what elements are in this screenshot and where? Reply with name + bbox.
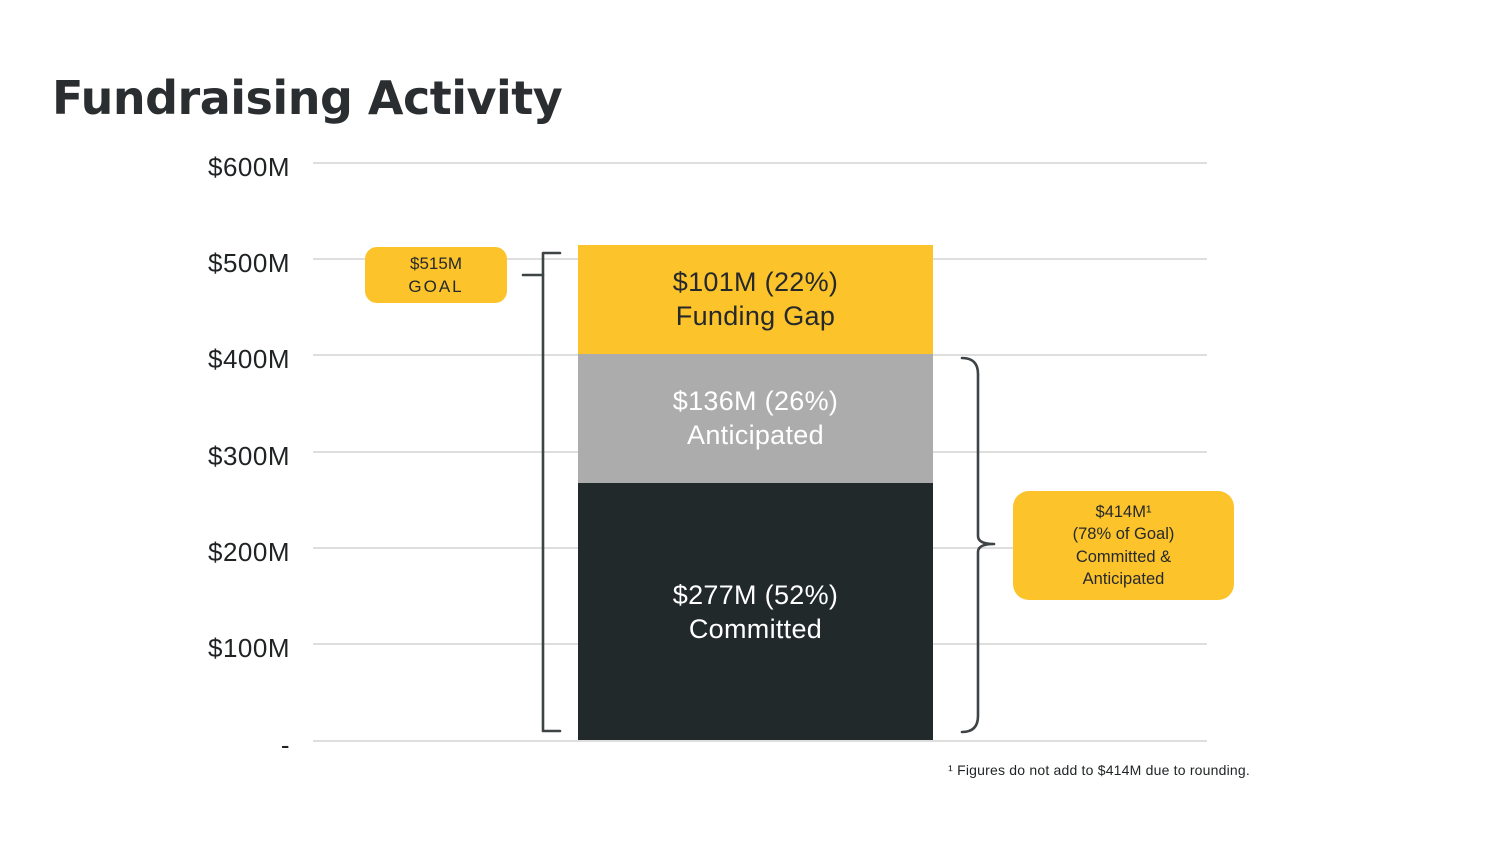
segment-value-label: $277M (52%) <box>672 579 839 610</box>
segment-name-label: Anticipated <box>687 420 824 451</box>
gridline-0 <box>313 739 1207 742</box>
page-title: Fundraising Activity <box>52 70 563 125</box>
segment-name-label: Committed <box>688 613 823 644</box>
combined-callout: $414M¹ (78% of Goal) Committed & Anticip… <box>1013 491 1234 600</box>
combined-bracket-icon <box>960 356 996 734</box>
y-axis-label: $300M <box>208 440 290 471</box>
gridline-600 <box>313 161 1207 164</box>
bar-segment-anticipated: $136M (26%) Anticipated <box>578 353 933 483</box>
footnote: ¹ Figures do not add to $414M due to rou… <box>948 762 1250 778</box>
y-axis-label: $200M <box>208 536 290 567</box>
goal-value-label: $515M <box>410 254 462 273</box>
y-axis-label: - <box>280 729 290 760</box>
bar-segment-funding-gap: $101M (22%) Funding Gap <box>578 244 933 354</box>
y-axis-label: $500M <box>208 248 290 278</box>
combined-value-label: $414M¹ <box>1095 502 1152 521</box>
y-axis-label: $400M <box>208 344 290 375</box>
combined-text-label-1: Committed & <box>1075 547 1172 566</box>
combined-text-label-2: Anticipated <box>1082 570 1165 588</box>
y-axis-label: $100M <box>208 633 290 664</box>
combined-percent-label: (78% of Goal) <box>1072 525 1175 543</box>
bar-segment-committed: $277M (52%) Committed <box>578 482 933 741</box>
segment-value-label: $101M (22%) <box>672 267 839 298</box>
segment-name-label: Funding Gap <box>675 301 836 332</box>
segment-value-label: $136M (26%) <box>672 386 839 417</box>
y-axis-label: $600M <box>208 151 290 182</box>
goal-callout: $515M GOAL <box>365 247 507 303</box>
goal-bracket-icon <box>521 251 562 733</box>
goal-text-label: GOAL <box>408 277 464 296</box>
